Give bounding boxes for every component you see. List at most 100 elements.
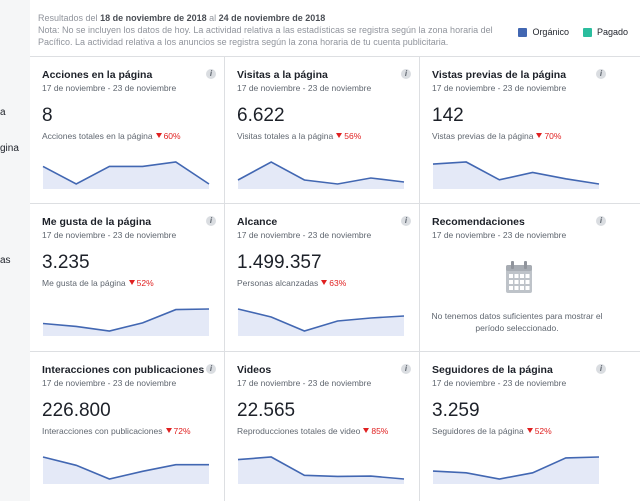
info-icon[interactable]: i [596,69,606,79]
card-title: Acciones en la página [42,69,153,81]
metric-value: 3.259 [432,400,480,421]
info-icon[interactable]: i [596,364,606,374]
metric-card[interactable]: Interacciones con publicaciones i 17 de no… [30,352,224,498]
card-date-range: 17 de noviembre - 23 de noviembre [432,83,567,93]
info-icon[interactable]: i [206,364,216,374]
legend-swatch [518,27,528,37]
info-icon[interactable]: i [401,364,411,374]
metric-subtitle: Personas alcanzadas 63% [237,278,346,288]
info-icon[interactable]: i [206,69,216,79]
metric-label: Interacciones con publicaciones [42,426,163,436]
sidebar-fragment[interactable]: as [0,255,11,266]
down-arrow-icon [165,428,172,433]
card-date-range: 17 de noviembre - 23 de noviembre [432,378,567,388]
trend-sparkline[interactable] [42,454,210,484]
divider [30,203,640,204]
down-arrow-icon [155,133,162,138]
card-title: Seguidores de la página [432,364,553,376]
metric-card[interactable]: Vistas previas de la página i 17 de noviem… [420,57,614,203]
trend-sparkline[interactable] [42,306,210,336]
sidebar-fragment[interactable]: a [0,107,6,118]
trend-sparkline[interactable] [432,159,600,189]
metric-label: Me gusta de la página [42,278,126,288]
change-percent: 52% [136,278,154,288]
info-icon[interactable]: i [401,69,411,79]
metric-card[interactable]: Acciones en la página i 17 de noviembre - … [30,57,224,203]
sparkline-area [433,457,599,484]
sparkline-line [42,308,210,332]
sidebar-fragment[interactable]: gina [0,143,19,154]
date-to: 24 de noviembre de 2018 [218,13,326,23]
card-title: Interacciones con publicaciones [42,364,205,376]
legend-organic[interactable]: Orgánico [518,27,569,37]
trend-sparkline[interactable] [237,306,405,336]
card-title: Visitas a la página [237,69,328,81]
metric-label: Personas alcanzadas [237,278,319,288]
card-title: Vistas previas de la página [432,69,567,81]
timezone-note: Nota: No se incluyen los datos de hoy. L… [38,25,493,35]
trend-sparkline[interactable] [237,454,405,484]
metric-subtitle: Seguidores de la página 52% [432,426,552,436]
metric-subtitle: Visitas totales a la página 56% [237,131,361,141]
down-arrow-icon [526,428,533,433]
card-title: Me gusta de la página [42,216,152,228]
metric-value: 226.800 [42,400,111,421]
sparkline-area [43,309,209,336]
metric-subtitle: Me gusta de la página 52% [42,278,154,288]
sparkline-line [237,308,405,332]
sparkline-area [238,457,404,484]
sparkline-area [238,162,404,189]
card-date-range: 17 de noviembre - 23 de noviembre [237,378,372,388]
divider [224,56,225,501]
divider [30,56,640,57]
metric-value: 22.565 [237,400,296,421]
down-arrow-icon [128,280,135,285]
card-date-range: 17 de noviembre - 23 de noviembre [42,83,177,93]
metric-card[interactable]: Alcance i 17 de noviembre - 23 de noviembr… [225,204,419,350]
insights-panel: Resultados del 18 de noviembre de 2018 a… [30,0,640,501]
sparkline-line [42,161,210,185]
sparkline-line [237,161,405,185]
info-icon[interactable]: i [206,216,216,226]
change-percent: 70% [544,131,562,141]
metric-label: Seguidores de la página [432,426,524,436]
metric-card[interactable]: Videos i 17 de noviembre - 23 de noviembre… [225,352,419,498]
empty-state-message: No tenemos datos suficientes para mostra… [431,311,603,333]
down-arrow-icon [536,133,543,138]
sparkline-line [432,456,600,480]
legend-label: Orgánico [532,27,569,37]
trend-sparkline[interactable] [237,159,405,189]
results-prefix: Resultados del [38,13,98,23]
change-percent: 85% [371,426,389,436]
metric-card[interactable]: Recomendaciones i 17 de noviembre - 23 de … [420,204,614,350]
metric-label: Acciones totales en la página [42,131,153,141]
divider [30,351,640,352]
down-arrow-icon [336,133,343,138]
metric-label: Reproducciones totales de video [237,426,361,436]
sparkline-area [433,162,599,189]
change-percent: 60% [163,131,181,141]
trend-sparkline[interactable] [432,454,600,484]
legend-label: Pagado [596,27,628,37]
metric-subtitle: Reproducciones totales de video 85% [237,426,388,436]
metric-value: 6.622 [237,105,285,126]
card-date-range: 17 de noviembre - 23 de noviembre [432,230,567,240]
metric-card[interactable]: Seguidores de la página i 17 de noviembre … [420,352,614,498]
metric-subtitle: Vistas previas de la página 70% [432,131,561,141]
change-percent: 52% [534,426,552,436]
left-sidebar: a gina as [0,0,30,501]
metric-card[interactable]: Me gusta de la página i 17 de noviembre - … [30,204,224,350]
divider [419,56,420,501]
info-icon[interactable]: i [596,216,606,226]
sparkline-area [238,309,404,336]
legend-paid[interactable]: Pagado [582,27,628,37]
card-title: Recomendaciones [432,216,525,228]
down-arrow-icon [321,280,328,285]
card-date-range: 17 de noviembre - 23 de noviembre [237,83,372,93]
info-icon[interactable]: i [401,216,411,226]
calendar-icon [506,261,532,293]
card-date-range: 17 de noviembre - 23 de noviembre [42,230,177,240]
card-title: Videos [237,364,272,376]
trend-sparkline[interactable] [42,159,210,189]
metric-card[interactable]: Visitas a la página i 17 de noviembre - 23… [225,57,419,203]
